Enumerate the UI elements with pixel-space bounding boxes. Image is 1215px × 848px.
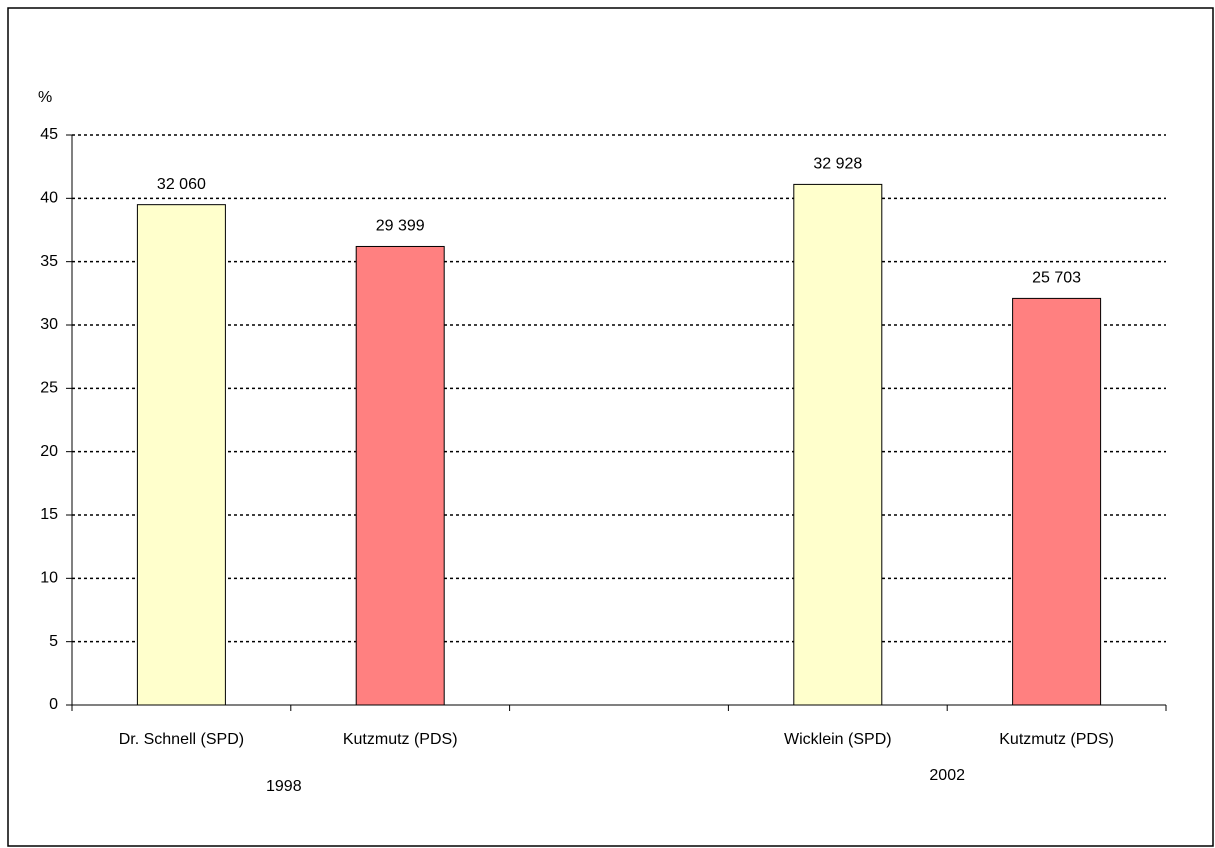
y-tick-label: 10 [40, 570, 58, 587]
x-tick-label: Kutzmutz (PDS) [343, 731, 458, 748]
bar [136, 204, 226, 706]
x-tick-label: Kutzmutz (PDS) [999, 731, 1114, 748]
group-label: 2002 [929, 767, 965, 784]
y-tick-label: 5 [49, 633, 58, 650]
y-tick-label: 30 [40, 316, 58, 333]
y-tick-label: 35 [40, 253, 58, 270]
y-tick-label: 0 [49, 696, 58, 713]
bar [1012, 297, 1102, 706]
bar-label: 25 703 [1032, 270, 1081, 287]
y-tick-label: 20 [40, 443, 58, 460]
y-tick-label: 40 [40, 190, 58, 207]
y-axis-label: % [38, 89, 52, 106]
group-label: 1998 [266, 778, 302, 795]
bar-label: 29 399 [376, 218, 425, 235]
bar [355, 245, 445, 706]
y-tick-label: 45 [40, 126, 58, 143]
x-tick-label: Dr. Schnell (SPD) [119, 731, 244, 748]
x-tick-label: Wicklein (SPD) [784, 731, 892, 748]
bar-label: 32 928 [813, 156, 862, 173]
y-tick-label: 25 [40, 380, 58, 397]
bar-label: 32 060 [157, 176, 206, 193]
y-tick-label: 15 [40, 506, 58, 523]
bar [793, 183, 883, 706]
